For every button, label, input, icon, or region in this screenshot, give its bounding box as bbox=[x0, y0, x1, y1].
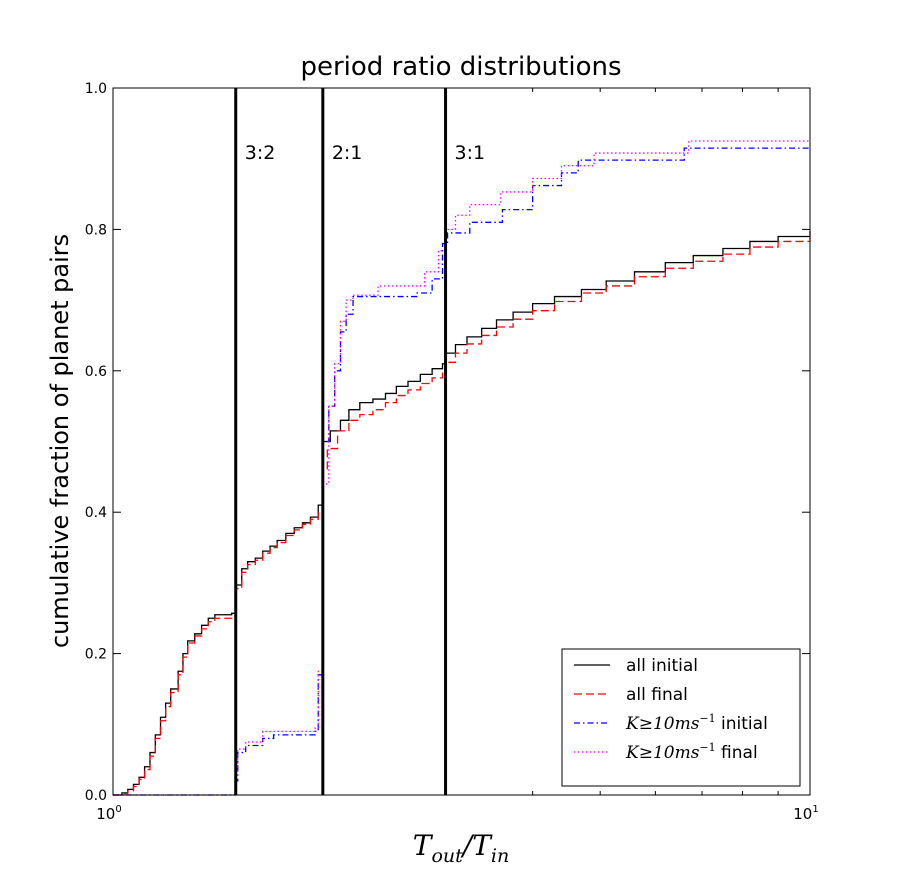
y-tick-label-4: 0.8 bbox=[85, 222, 107, 238]
resonance-label-2: 3:1 bbox=[455, 142, 486, 164]
chart-title: period ratio distributions bbox=[300, 52, 621, 82]
legend: all initial all final K≥10ms−1 initial K≥10… bbox=[561, 648, 801, 787]
resonance-label-0: 3:2 bbox=[245, 142, 276, 164]
legend-label-2: K≥10ms−1 initial bbox=[625, 712, 768, 734]
legend-label-0: all initial bbox=[626, 656, 698, 676]
legend-box bbox=[561, 648, 801, 787]
plot-frame bbox=[112, 87, 811, 796]
resonance-lines: 3:2 2:1 3:1 bbox=[234, 88, 486, 795]
series-line-2 bbox=[113, 147, 810, 796]
y-tick-label-3: 0.6 bbox=[85, 364, 107, 380]
y-tick-label-5: 1.0 bbox=[85, 81, 107, 97]
legend-label-3: K≥10ms−1 final bbox=[625, 741, 758, 763]
plot-lines bbox=[113, 140, 811, 796]
resonance-label-1: 2:1 bbox=[332, 142, 363, 164]
legend-label-1: all final bbox=[626, 685, 688, 705]
x-axis-label: Tout/Tin bbox=[413, 829, 509, 867]
x-tick-label-0: 100 bbox=[96, 804, 121, 823]
y-tick-label-2: 0.4 bbox=[85, 505, 107, 521]
y-axis-label: cumulative fraction of planet pairs bbox=[46, 234, 74, 648]
y-tick-label-1: 0.2 bbox=[85, 647, 107, 663]
y-tick-label-0: 0.0 bbox=[85, 788, 107, 804]
x-tick-label-1: 101 bbox=[793, 804, 818, 823]
series-line-1 bbox=[113, 236, 811, 796]
